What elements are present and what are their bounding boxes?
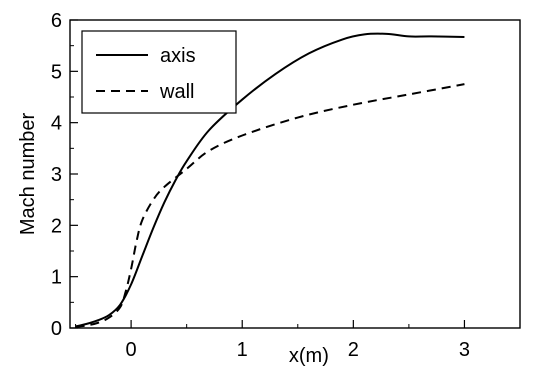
x-tick-label: 1	[237, 339, 248, 361]
y-tick-label: 4	[51, 113, 62, 135]
y-tick-label: 6	[51, 10, 62, 32]
legend-label-axis: axis	[160, 45, 196, 67]
y-axis-label: Mach number	[17, 113, 39, 236]
x-axis-label: x(m)	[289, 345, 329, 367]
x-tick-label: 2	[348, 339, 359, 361]
series-line-wall	[75, 83, 465, 328]
axis-ticks	[70, 19, 521, 329]
y-tick-label: 5	[51, 61, 62, 83]
tick-labels: 0 1 2 3 0 1 2 3 4 5 6	[51, 10, 470, 361]
series-lines	[75, 32, 465, 328]
legend-box	[81, 30, 237, 114]
x-tick-label: 3	[459, 339, 470, 361]
x-tick-label: 0	[126, 339, 137, 361]
y-tick-label: 3	[51, 164, 62, 186]
y-tick-label: 0	[51, 318, 62, 340]
legend-label-wall: wall	[159, 81, 194, 103]
series-line-axis	[75, 32, 465, 328]
y-tick-label: 2	[51, 215, 62, 237]
y-tick-label: 1	[51, 267, 62, 289]
legend: axis wall	[81, 30, 237, 114]
